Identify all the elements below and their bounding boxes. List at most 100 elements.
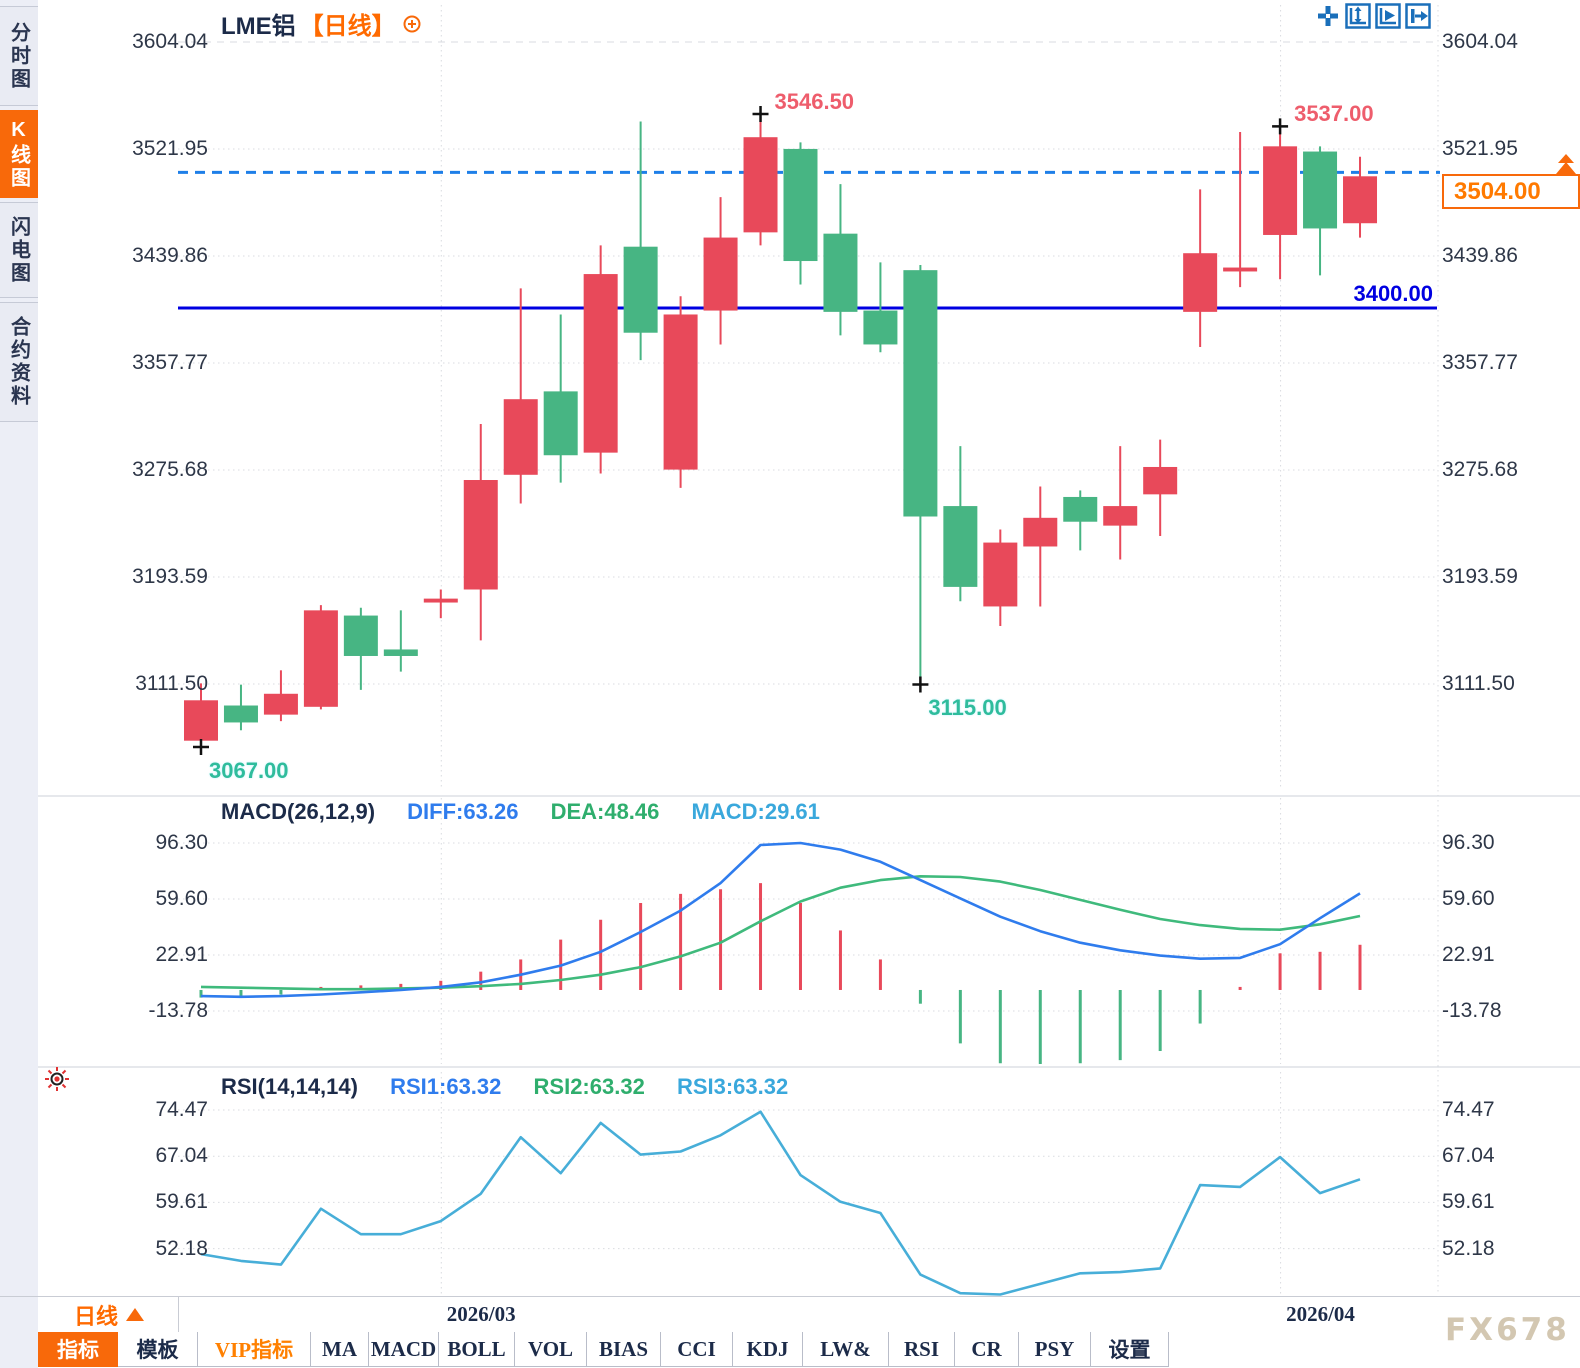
y-axis-label: 22.91 [1442,943,1495,966]
rsi-header: RSI(14,14,14) RSI1:63.32 RSI2:63.32 RSI3… [221,1074,814,1100]
candlestick-chart [38,5,1580,1296]
candle-body [343,615,378,656]
y-axis-label: 3357.77 [1442,351,1518,374]
sidebar-tab-3[interactable]: 闪电图 [0,202,38,298]
y-axis-label: 67.04 [1442,1144,1495,1168]
y-axis-label: 22.91 [155,943,208,966]
candle-body [423,598,458,603]
toolbar-button-BIAS[interactable]: BIAS [587,1332,661,1367]
y-axis-label: 59.60 [1442,887,1495,910]
toolbar-button-CR[interactable]: CR [955,1332,1019,1367]
shift-right-icon[interactable] [1405,3,1431,29]
candle-body [1183,253,1218,312]
extreme-marker [912,676,929,693]
macd-params: MACD(26,12,9) [221,799,376,824]
circle-plus-icon[interactable] [402,14,422,34]
y-axis-label: 3193.59 [1442,565,1518,588]
y-axis-label: 52.18 [1442,1236,1495,1260]
indicator-toolbar: 指标 模板 VIP指标 MA MACD BOLL VOL BIAS CCI KDJ LW& RSI CR… [38,1332,1580,1368]
sidebar-tab-2[interactable]: K线图 [0,110,38,198]
candle-body [1263,146,1298,235]
extreme-marker [193,739,209,756]
toolbar-button-指标[interactable]: 指标 [38,1332,118,1367]
candle-body [823,233,858,312]
toolbar-button-MACD[interactable]: MACD [369,1332,439,1367]
candle-body [543,391,578,456]
toolbar-button-BOLL[interactable]: BOLL [439,1332,515,1367]
current-price-box: 3504.00 [1442,174,1580,210]
candle-body [903,270,938,517]
current-price-value: 3504.00 [1454,177,1541,205]
triangle-up-icon [126,1308,144,1321]
y-axis-label: 3357.77 [132,351,208,374]
candle-body [583,274,618,453]
y-axis-label: 3439.86 [132,244,208,267]
bottom-left-cell [0,1296,38,1333]
toolbar-button-模板[interactable]: 模板 [118,1332,198,1367]
macd-dea-line [200,874,1361,991]
toolbar-button-PSY[interactable]: PSY [1019,1332,1091,1367]
candle-body [983,542,1018,607]
candle-body [263,693,298,715]
period-selector-label: 日线 [73,1303,118,1329]
y-axis-label: 52.18 [155,1236,208,1260]
x-axis-date-label: 2026/04 [1286,1302,1355,1326]
period-selector-button[interactable]: 日线 [40,1297,179,1332]
rsi3-value: RSI3:63.32 [676,1074,789,1099]
candle-body [1223,267,1258,272]
high-price-label: 3546.50 [774,89,855,114]
x-axis-date-label: 2026/03 [446,1302,516,1326]
y-axis-label: 67.04 [155,1144,208,1168]
macd-diff-line [200,841,1361,999]
toolbar-button-LW&[interactable]: LW& [803,1332,889,1367]
low-price-label: 3115.00 [928,695,1007,721]
toolbar-button-VOL[interactable]: VOL [515,1332,587,1367]
candle-body [383,649,418,656]
toolbar-button-VIP指标[interactable]: VIP指标 [198,1332,311,1367]
candle-body [1063,496,1098,522]
toolbar-button-MA[interactable]: MA [311,1332,369,1367]
axis-scale-icon[interactable] [1345,3,1371,29]
y-axis-label: 59.60 [155,887,208,910]
crosshair-move-icon[interactable] [1315,3,1341,29]
candle-body [1343,176,1378,224]
y-axis-label: 3111.50 [1442,672,1515,695]
candle-body [703,237,738,311]
axis-play-icon[interactable] [1375,3,1401,29]
chart-title-row: LME铝 【日线】 [221,6,422,41]
candle-body [503,399,538,475]
candle-body [663,314,698,470]
sidebar-tab-4[interactable]: 合约资料 [0,302,38,422]
bottom-left-cell [0,1332,38,1368]
toolbar-button-RSI[interactable]: RSI [889,1332,955,1367]
y-axis-label: 3521.95 [1442,137,1518,160]
x-axis-strip: 日线 2026/03 2026/04 [38,1296,1580,1334]
sidebar-tab-1[interactable]: 分时图 [0,6,38,106]
toolbar-button-设置[interactable]: 设置 [1091,1332,1169,1367]
candle-body [783,148,818,262]
chart-surface: LME铝 【日线】 MACD(26,12,9) DIFF:63.26 DEA:4… [38,0,1580,1368]
watermark: FX678 [1445,1312,1570,1348]
macd-diff-value: DIFF:63.26 [407,799,519,824]
y-axis-label: -13.78 [1442,999,1502,1022]
y-axis-label: 96.30 [1442,831,1495,854]
rsi2-value: RSI2:63.32 [533,1074,645,1099]
y-axis-label: 74.47 [1442,1098,1495,1121]
candle-body [1143,466,1178,495]
y-axis-label: 3604.04 [1442,30,1518,53]
instrument-title: LME铝 [221,13,296,40]
y-axis-label: 3111.50 [135,672,208,695]
rsi-line [200,1110,1361,1296]
sun-indicator-icon[interactable] [44,1066,70,1092]
toolbar-button-KDJ[interactable]: KDJ [733,1332,803,1367]
extreme-marker [752,106,769,122]
candle-body [943,506,978,587]
y-axis-label: 3439.86 [1442,244,1518,267]
extreme-marker [1272,118,1289,135]
y-axis-label: 3193.59 [132,565,208,588]
macd-header: MACD(26,12,9) DIFF:63.26 DEA:48.46 MACD:… [221,799,846,825]
y-axis-label: 59.61 [1442,1190,1495,1214]
high-price-label: 3537.00 [1294,101,1374,127]
toolbar-button-CCI[interactable]: CCI [661,1332,733,1367]
y-axis-label: 3275.68 [1442,458,1518,481]
